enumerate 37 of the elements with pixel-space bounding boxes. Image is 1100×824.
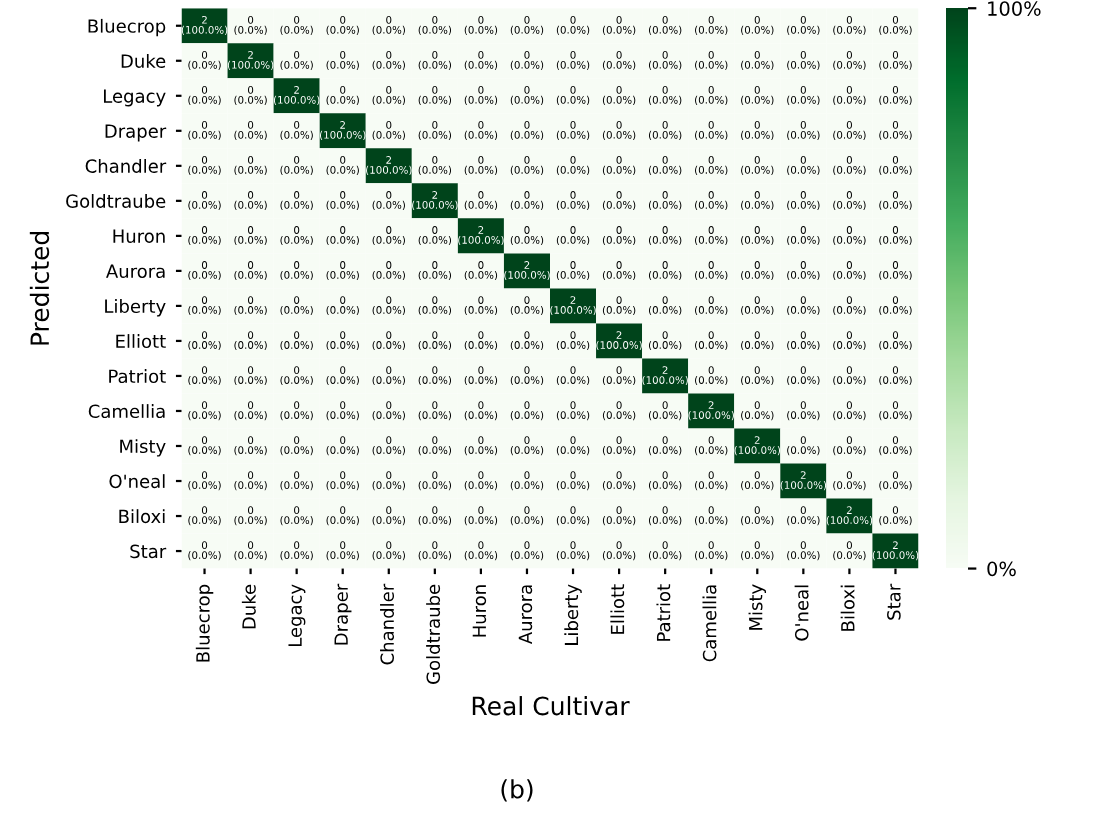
y-tick-label: Star	[130, 544, 167, 559]
y-tick-label: Legacy	[104, 89, 166, 107]
x-tick-label: Legacy	[288, 584, 306, 647]
x-tick-label: Aurora	[518, 585, 533, 645]
x-tick-label: Star	[887, 583, 901, 620]
y-tick-label: Biloxi	[119, 509, 165, 524]
color-bar-label: 0%	[987, 561, 1016, 577]
y-tick-label: Misty	[120, 439, 166, 457]
y-tick-label: Huron	[113, 229, 165, 243]
x-tick-label: Misty	[748, 584, 767, 630]
x-tick-label: Bluecrop	[195, 584, 214, 662]
y-tick-label: Camellia	[88, 404, 165, 419]
x-axis-title: Real Cultivar	[472, 696, 630, 716]
x-tick-label: Biloxi	[840, 585, 855, 631]
y-tick-label: Elliott	[116, 334, 166, 349]
y-tick-label: Aurora	[106, 264, 165, 279]
y-tick-label: Goldtraube	[66, 193, 166, 208]
x-tick-label: Huron	[472, 585, 487, 637]
y-tick-label: Liberty	[105, 299, 166, 317]
x-tick-label: Liberty	[564, 584, 582, 645]
y-tick-label: Bluecrop	[88, 18, 166, 37]
x-tick-label: Patriot	[656, 584, 671, 641]
x-tick-label: Draper	[334, 583, 352, 645]
y-tick-label: Patriot	[109, 369, 166, 384]
y-tick-label: Duke	[121, 53, 166, 68]
x-tick-label: Goldtraube	[426, 584, 441, 684]
y-tick-label: Draper	[105, 124, 167, 142]
color-bar-label: 100%	[988, 1, 1041, 16]
x-tick-label: Elliott	[610, 584, 625, 634]
y-tick-label: Chandler	[85, 158, 167, 173]
x-tick-label: Camellia	[702, 585, 717, 662]
y-axis-title: Predicted	[29, 232, 50, 345]
x-tick-label: O'neal	[794, 585, 809, 641]
y-tick-label: O'neal	[109, 474, 165, 489]
x-tick-label: Duke	[241, 584, 256, 629]
text: (b)	[501, 779, 533, 802]
x-tick-label: Chandler	[380, 583, 395, 665]
